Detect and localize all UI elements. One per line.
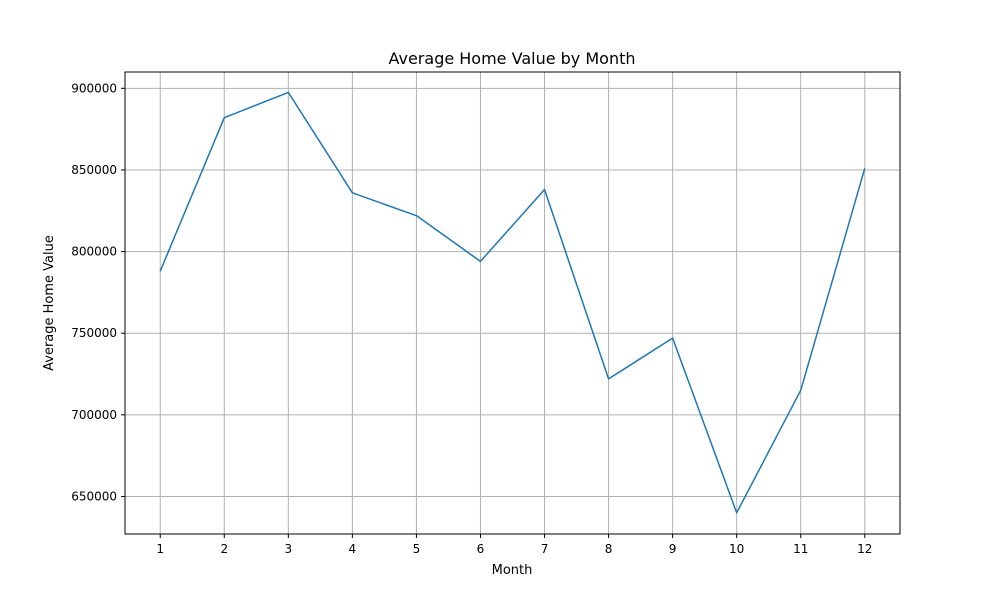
x-tick-label: 5 bbox=[413, 542, 421, 556]
x-tick-label: 4 bbox=[349, 542, 357, 556]
grid-lines bbox=[125, 72, 900, 534]
y-tick-label: 750000 bbox=[71, 326, 117, 340]
x-tick-label: 12 bbox=[857, 542, 872, 556]
y-axis: 650000 700000 750000 800000 850000 900000 bbox=[71, 81, 125, 503]
x-tick-label: 11 bbox=[793, 542, 808, 556]
x-axis: 1 2 3 4 5 6 7 8 9 10 11 12 bbox=[156, 534, 872, 556]
x-tick-label: 1 bbox=[156, 542, 164, 556]
plot-frame bbox=[124, 71, 901, 535]
y-tick-label: 650000 bbox=[71, 489, 117, 503]
x-tick-label: 7 bbox=[541, 542, 549, 556]
y-axis-label: Average Home Value bbox=[42, 235, 57, 371]
x-tick-label: 10 bbox=[729, 542, 744, 556]
x-tick-label: 8 bbox=[605, 542, 613, 556]
y-tick-label: 850000 bbox=[71, 163, 117, 177]
series-layer bbox=[159, 91, 866, 514]
x-tick-label: 3 bbox=[285, 542, 293, 556]
y-tick-label: 800000 bbox=[71, 245, 117, 259]
chart-title: Average Home Value by Month bbox=[388, 49, 635, 68]
x-tick-label: 6 bbox=[477, 542, 485, 556]
x-tick-label: 2 bbox=[220, 542, 228, 556]
x-axis-label: Month bbox=[492, 563, 533, 578]
y-tick-label: 700000 bbox=[71, 408, 117, 422]
y-tick-label: 900000 bbox=[71, 81, 117, 95]
x-tick-label: 9 bbox=[669, 542, 677, 556]
series-line bbox=[159, 91, 866, 514]
